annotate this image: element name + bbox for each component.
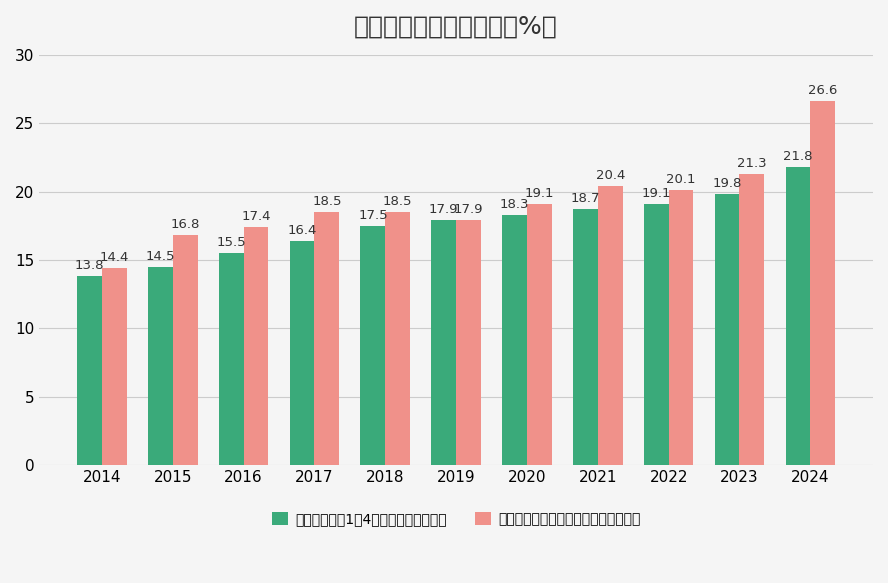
- Bar: [314, 212, 339, 465]
- Text: 21.8: 21.8: [783, 150, 813, 163]
- Bar: [77, 276, 102, 465]
- Bar: [811, 101, 835, 465]
- Bar: [786, 167, 811, 465]
- Text: 20.1: 20.1: [666, 173, 696, 186]
- Bar: [432, 220, 456, 465]
- Bar: [289, 241, 314, 465]
- Text: 13.8: 13.8: [75, 259, 104, 272]
- Text: 14.5: 14.5: [146, 250, 175, 263]
- Bar: [715, 194, 740, 465]
- Bar: [173, 236, 197, 465]
- Title: 学部生の女子学生比率（%）: 学部生の女子学生比率（%）: [354, 15, 558, 39]
- Bar: [218, 253, 243, 465]
- Text: 17.5: 17.5: [358, 209, 388, 222]
- Text: 17.9: 17.9: [429, 203, 458, 216]
- Bar: [243, 227, 268, 465]
- Text: 18.7: 18.7: [571, 192, 600, 205]
- Text: 20.4: 20.4: [596, 169, 625, 182]
- Legend: 学部生全体（1～4年）の女子学生比率, 当該年度の学部入学者の女子学生比率: 学部生全体（1～4年）の女子学生比率, 当該年度の学部入学者の女子学生比率: [266, 507, 646, 532]
- Text: 18.5: 18.5: [312, 195, 342, 208]
- Text: 14.4: 14.4: [99, 251, 129, 264]
- Text: 15.5: 15.5: [217, 236, 246, 249]
- Text: 19.1: 19.1: [641, 187, 671, 200]
- Text: 17.4: 17.4: [242, 210, 271, 223]
- Bar: [598, 186, 622, 465]
- Text: 16.4: 16.4: [288, 224, 317, 237]
- Bar: [502, 215, 527, 465]
- Text: 18.3: 18.3: [500, 198, 529, 210]
- Bar: [573, 209, 598, 465]
- Bar: [669, 190, 694, 465]
- Text: 17.9: 17.9: [454, 203, 483, 216]
- Bar: [740, 174, 765, 465]
- Text: 19.8: 19.8: [712, 177, 741, 190]
- Bar: [361, 226, 385, 465]
- Bar: [527, 204, 551, 465]
- Bar: [148, 267, 173, 465]
- Bar: [102, 268, 127, 465]
- Bar: [385, 212, 410, 465]
- Text: 19.1: 19.1: [525, 187, 554, 200]
- Bar: [456, 220, 481, 465]
- Text: 21.3: 21.3: [737, 157, 766, 170]
- Text: 18.5: 18.5: [383, 195, 412, 208]
- Bar: [644, 204, 669, 465]
- Text: 26.6: 26.6: [808, 84, 837, 97]
- Text: 16.8: 16.8: [170, 218, 200, 231]
